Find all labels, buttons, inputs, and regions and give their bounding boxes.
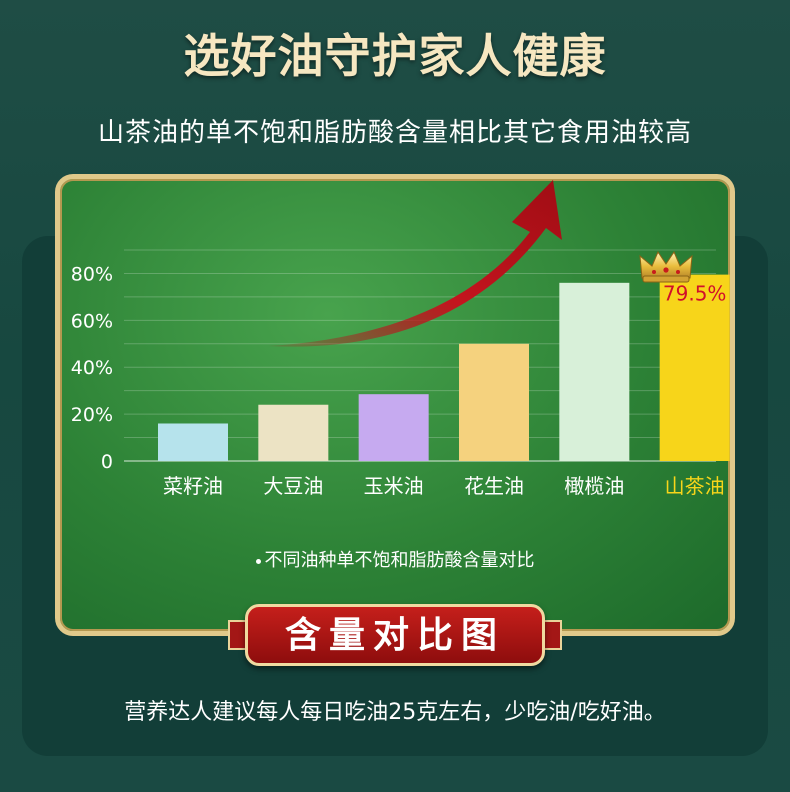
bullet-dot-icon	[255, 558, 261, 564]
bar-5	[659, 274, 730, 461]
bar-4	[559, 282, 630, 461]
y-tick-label: 20%	[71, 404, 113, 426]
page-subheading: 山茶油的单不饱和脂肪酸含量相比其它食用油较高	[97, 118, 692, 148]
category-label: 山茶油	[665, 474, 725, 498]
y-tick-label: 40%	[71, 357, 113, 379]
footer-note: 营养达人建议每人每日吃油25克左右，少吃油/吃好油。	[124, 700, 666, 725]
bar-0	[158, 423, 228, 461]
bar-2	[358, 394, 429, 461]
y-tick-label: 80%	[71, 263, 113, 285]
ribbon-title: 含量对比图	[284, 614, 505, 656]
bar-1	[258, 404, 329, 461]
crown-icon	[639, 250, 693, 283]
y-tick-label: 60%	[71, 310, 113, 332]
page-heading: 选好油守护家人健康	[183, 29, 607, 83]
highlight-data-label: 79.5%	[663, 282, 727, 306]
source-note: 不同油种单不饱和脂肪酸含量对比	[0, 546, 790, 572]
category-label: 橄榄油	[564, 474, 624, 498]
category-label: 菜籽油	[163, 474, 223, 498]
y-tick-label: 0	[101, 451, 113, 473]
category-label: 玉米油	[364, 474, 424, 498]
trend-arrow-icon	[268, 180, 562, 347]
bar-3	[459, 343, 529, 461]
category-label: 花生油	[464, 474, 524, 498]
ribbon-banner	[245, 604, 545, 666]
source-note-text: 不同油种单不饱和脂肪酸含量对比	[264, 550, 535, 571]
category-label: 大豆油	[263, 474, 323, 498]
